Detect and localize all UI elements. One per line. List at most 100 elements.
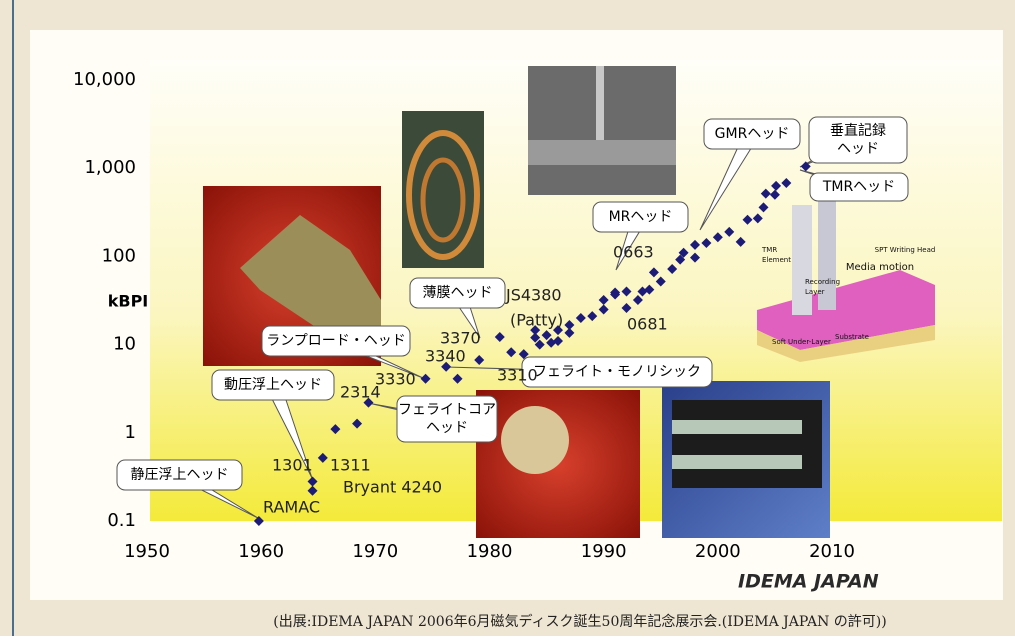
callout-text: TMRヘッド	[822, 179, 895, 195]
data-point	[564, 319, 575, 330]
callout-box	[809, 172, 909, 202]
data-point	[610, 287, 621, 298]
data-point	[307, 476, 318, 487]
callout-text: フェライト・モノリシック	[533, 364, 701, 380]
point-label: (Patty)	[510, 311, 563, 330]
data-point	[621, 302, 632, 313]
photo-shape	[420, 157, 466, 243]
data-point	[678, 247, 689, 258]
data-point	[553, 325, 563, 336]
x-tick-label: 2000	[695, 541, 741, 562]
callout-text: ランプロード・ヘッド	[266, 333, 406, 349]
y-tick-label: 0.1	[107, 510, 136, 531]
point-label: 1311	[330, 456, 371, 475]
data-point	[621, 286, 632, 297]
diagram-label: Layer	[805, 288, 825, 296]
point-label: RAMAC	[263, 498, 320, 517]
data-point	[781, 177, 792, 188]
photos	[203, 66, 935, 538]
diagram-shape	[792, 205, 812, 315]
callout-text: フェライトコア	[398, 402, 496, 418]
callout-box	[261, 325, 411, 357]
callout-text: ヘッド	[837, 141, 879, 157]
data-point	[253, 516, 264, 526]
data-point	[506, 347, 517, 358]
x-tick-label: 1950	[124, 541, 170, 562]
callout-text: MRヘッド	[609, 209, 673, 225]
data-point	[534, 339, 545, 350]
data-point	[441, 361, 452, 372]
callout-box	[396, 395, 498, 443]
y-tick-label: 10	[113, 334, 136, 355]
data-point	[587, 311, 598, 322]
callout-box	[592, 201, 689, 233]
data-point	[690, 239, 700, 250]
data-point	[598, 295, 609, 306]
data-point	[330, 424, 341, 435]
photo-shape	[596, 66, 604, 140]
callout-text: 垂直記録	[830, 122, 886, 139]
diagram-label: Recording	[805, 278, 840, 286]
x-tick-label: 1960	[238, 541, 284, 562]
callout-box	[703, 118, 801, 150]
diagram-label: Element	[762, 256, 791, 264]
x-tick-label: 1980	[467, 541, 513, 562]
point-label: 0681	[627, 315, 668, 334]
point-label: Bryant 4240	[343, 478, 442, 497]
callout-box	[211, 369, 335, 401]
photo-shape	[672, 400, 822, 488]
data-point	[735, 236, 746, 247]
diagram-label: Media motion	[846, 262, 914, 273]
data-point	[352, 418, 363, 429]
data-point	[564, 327, 575, 338]
data-point	[420, 373, 431, 384]
data-point	[541, 330, 552, 341]
caption: (出展:IDEMA JAPAN 2006年6月磁気ディスク誕生50周年記念展示会…	[273, 613, 886, 630]
callout-box	[808, 116, 908, 164]
point-label: 3330	[375, 370, 416, 389]
photo-shape	[406, 130, 480, 260]
diagram-shape	[757, 270, 935, 350]
data-point	[452, 373, 463, 384]
x-tick-label: 2010	[809, 541, 855, 562]
data-point	[675, 254, 686, 265]
callout-box	[409, 277, 506, 309]
data-point	[742, 214, 753, 225]
y-axis-label: kBPI	[108, 292, 149, 311]
point-label: 2314	[340, 383, 381, 402]
data-point	[667, 263, 678, 274]
data-point	[317, 452, 328, 463]
point-label: 3340	[425, 347, 466, 366]
data-point	[518, 349, 529, 360]
callout-box	[116, 459, 243, 491]
callout-box	[521, 356, 713, 388]
point-label: 1301	[272, 456, 313, 475]
data-point	[690, 252, 700, 263]
callout-text: 動圧浮上ヘッド	[224, 377, 322, 393]
photo-shape	[501, 406, 569, 474]
data-point	[598, 304, 609, 315]
diagram-label: Soft Under-Layer	[772, 338, 831, 346]
photo-shape	[528, 140, 676, 165]
diagram-shape	[818, 200, 836, 310]
data-point	[546, 337, 557, 348]
x-tick-label: 1970	[352, 541, 398, 562]
data-point	[771, 180, 782, 191]
y-tick-label: 1	[125, 422, 136, 443]
data-point	[760, 188, 771, 199]
data-point	[530, 325, 541, 336]
data-point	[769, 189, 780, 200]
data-point	[530, 332, 541, 343]
diagram-shape	[757, 325, 935, 362]
callout-text: 静圧浮上ヘッド	[131, 467, 229, 483]
callout-text: ヘッド	[426, 420, 468, 436]
data-point	[575, 313, 586, 324]
callout-text: 薄膜ヘッド	[423, 285, 493, 301]
photo-shape	[672, 455, 802, 469]
y-tick-label: 10,000	[73, 69, 136, 90]
logo: IDEMA JAPAN	[738, 571, 879, 593]
data-point	[800, 161, 811, 172]
y-tick-label: 1,000	[84, 157, 136, 178]
point-label: 0663	[613, 243, 654, 262]
